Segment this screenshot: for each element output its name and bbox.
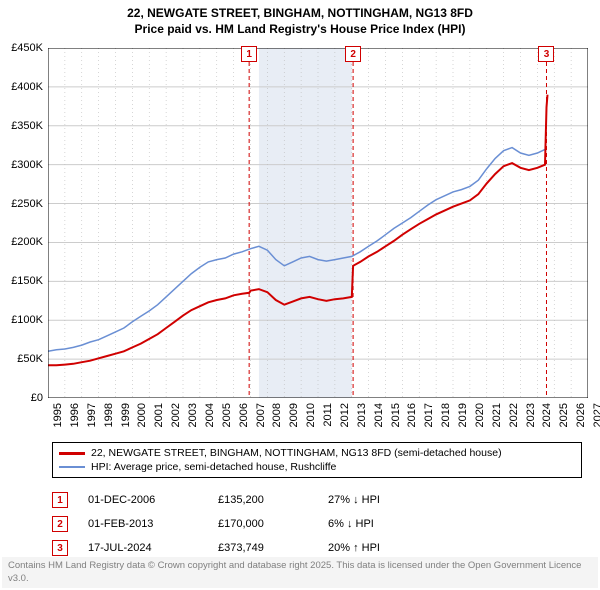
- event-price: £135,200: [218, 494, 308, 506]
- legend-swatch: [59, 466, 85, 468]
- event-price: £373,749: [218, 542, 308, 554]
- x-tick-label: 2001: [153, 403, 165, 427]
- legend: 22, NEWGATE STREET, BINGHAM, NOTTINGHAM,…: [52, 442, 582, 478]
- title-line-2: Price paid vs. HM Land Registry's House …: [0, 22, 600, 38]
- x-tick-label: 2016: [406, 403, 418, 427]
- y-tick-label: £400K: [0, 81, 43, 93]
- event-price: £170,000: [218, 518, 308, 530]
- x-tick-label: 2024: [541, 403, 553, 427]
- x-tick-label: 2010: [305, 403, 317, 427]
- x-tick-label: 1998: [103, 403, 115, 427]
- x-tick-label: 1997: [86, 403, 98, 427]
- x-tick-label: 2027: [592, 403, 600, 427]
- event-marker: 1: [52, 492, 68, 508]
- y-tick-label: £150K: [0, 275, 43, 287]
- chart-area: £0£50K£100K£150K£200K£250K£300K£350K£400…: [48, 48, 588, 398]
- event-marker: 2: [52, 516, 68, 532]
- x-tick-label: 2004: [204, 403, 216, 427]
- x-tick-label: 2009: [288, 403, 300, 427]
- x-tick-label: 2026: [575, 403, 587, 427]
- x-tick-label: 1995: [52, 403, 64, 427]
- y-tick-label: £300K: [0, 159, 43, 171]
- event-row: 2 01-FEB-2013 £170,000 6% ↓ HPI: [52, 512, 582, 536]
- y-tick-label: £0: [0, 392, 43, 404]
- legend-swatch: [59, 452, 85, 455]
- x-tick-label: 2021: [491, 403, 503, 427]
- x-tick-label: 2008: [271, 403, 283, 427]
- y-tick-label: £50K: [0, 353, 43, 365]
- x-tick-label: 2005: [221, 403, 233, 427]
- x-tick-label: 1999: [120, 403, 132, 427]
- footer-attribution: Contains HM Land Registry data © Crown c…: [2, 557, 598, 588]
- x-tick-label: 2002: [170, 403, 182, 427]
- y-tick-label: £350K: [0, 120, 43, 132]
- legend-item: 22, NEWGATE STREET, BINGHAM, NOTTINGHAM,…: [59, 446, 575, 460]
- x-tick-label: 1996: [69, 403, 81, 427]
- title-line-1: 22, NEWGATE STREET, BINGHAM, NOTTINGHAM,…: [0, 6, 600, 22]
- y-tick-label: £200K: [0, 236, 43, 248]
- legend-label: 22, NEWGATE STREET, BINGHAM, NOTTINGHAM,…: [91, 447, 502, 459]
- x-tick-label: 2003: [187, 403, 199, 427]
- x-tick-label: 2017: [423, 403, 435, 427]
- event-row: 1 01-DEC-2006 £135,200 27% ↓ HPI: [52, 488, 582, 512]
- x-tick-label: 2018: [440, 403, 452, 427]
- chart-container: 22, NEWGATE STREET, BINGHAM, NOTTINGHAM,…: [0, 0, 600, 590]
- y-tick-label: £450K: [0, 42, 43, 54]
- y-tick-label: £100K: [0, 314, 43, 326]
- event-pct: 6% ↓ HPI: [328, 518, 428, 530]
- x-tick-label: 2011: [322, 403, 334, 427]
- event-pct: 20% ↑ HPI: [328, 542, 428, 554]
- event-marker-on-chart: 3: [538, 46, 554, 62]
- chart-svg: [48, 48, 588, 398]
- event-marker: 3: [52, 540, 68, 556]
- event-date: 17-JUL-2024: [88, 542, 198, 554]
- x-tick-label: 2025: [558, 403, 570, 427]
- x-tick-label: 2020: [474, 403, 486, 427]
- event-date: 01-FEB-2013: [88, 518, 198, 530]
- event-date: 01-DEC-2006: [88, 494, 198, 506]
- x-tick-label: 2013: [356, 403, 368, 427]
- event-list: 1 01-DEC-2006 £135,200 27% ↓ HPI 2 01-FEB-201…: [52, 488, 582, 560]
- chart-title: 22, NEWGATE STREET, BINGHAM, NOTTINGHAM,…: [0, 0, 600, 37]
- event-marker-on-chart: 1: [241, 46, 257, 62]
- x-tick-label: 2023: [525, 403, 537, 427]
- x-tick-label: 2000: [136, 403, 148, 427]
- x-tick-label: 2012: [339, 403, 351, 427]
- x-tick-label: 2014: [373, 403, 385, 427]
- x-tick-label: 2022: [508, 403, 520, 427]
- legend-item: HPI: Average price, semi-detached house,…: [59, 460, 575, 474]
- y-tick-label: £250K: [0, 198, 43, 210]
- legend-label: HPI: Average price, semi-detached house,…: [91, 461, 336, 473]
- x-tick-label: 2019: [457, 403, 469, 427]
- event-pct: 27% ↓ HPI: [328, 494, 428, 506]
- x-tick-label: 2015: [390, 403, 402, 427]
- x-tick-label: 2006: [238, 403, 250, 427]
- event-marker-on-chart: 2: [345, 46, 361, 62]
- x-tick-label: 2007: [255, 403, 267, 427]
